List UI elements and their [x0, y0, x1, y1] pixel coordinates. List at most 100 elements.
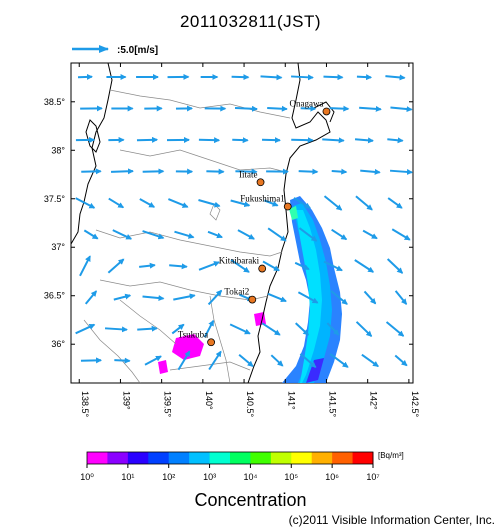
wind-arrow: [198, 137, 221, 144]
wind-arrow: [142, 295, 165, 302]
lat-tick-label: 38.5°: [44, 97, 66, 107]
wind-arrow: [262, 260, 280, 272]
colorbar-swatch: [148, 452, 170, 464]
wind-arrow: [270, 354, 284, 367]
colorbar-tick-label: 10⁷: [366, 472, 379, 482]
colorbar-swatch: [352, 452, 374, 464]
wind-arrow: [299, 353, 317, 368]
site-marker: [256, 178, 265, 187]
lon-tick-label: 140.5°: [245, 391, 255, 418]
site-label: Kitaibaraki: [219, 256, 260, 266]
site-label: Fukushima1: [240, 194, 285, 204]
colorbar-swatch: [209, 452, 231, 464]
colorbar-swatch: [250, 452, 272, 464]
wind-arrow: [293, 197, 311, 209]
colorbar-swatch: [311, 452, 333, 464]
wind-arrow: [326, 322, 340, 336]
prefecture-boundaries: [83, 89, 291, 383]
colorbar-unit: [Bq/m³]: [378, 451, 404, 460]
wind-arrow: [386, 258, 404, 274]
colorbar-swatch: [168, 452, 190, 464]
colorbar-tick-label: 10⁵: [284, 472, 298, 482]
wind-arrow: [363, 290, 377, 305]
colorbar-outline: [86, 451, 374, 465]
wind-arrow: [354, 259, 375, 273]
wind-arrow: [331, 168, 348, 175]
lon-tick-label: 142°: [369, 391, 379, 410]
wind-arrow: [298, 227, 318, 242]
wind-arrow: [173, 293, 196, 301]
wind-arrow: [79, 255, 91, 277]
wind-arrow: [385, 74, 406, 81]
lon-tick-label: 139°: [121, 391, 131, 410]
site-marker: [322, 107, 331, 116]
wind-arrow: [394, 354, 408, 367]
colorbar-tick-label: 10⁴: [243, 472, 257, 482]
wind-arrow: [168, 198, 189, 208]
wind-arrow: [81, 168, 102, 175]
wind-arrow: [136, 136, 159, 143]
wind-arrow: [207, 289, 223, 306]
site-marker: [258, 264, 267, 273]
wind-arrow: [235, 168, 258, 175]
wind-arrow: [230, 199, 251, 208]
colorbar-tick-label: 10³: [203, 472, 216, 482]
wind-arrow: [139, 198, 156, 208]
map-frame: [70, 62, 414, 384]
lon-tick-label: 140°: [204, 391, 214, 410]
wind-arrow: [206, 168, 225, 175]
concentration-plume: [158, 196, 342, 383]
wind-arrow: [114, 357, 131, 364]
lat-tick-label: 36°: [51, 339, 65, 349]
wind-arrow: [323, 195, 343, 211]
wind-arrow: [139, 262, 156, 269]
wind-arrow: [203, 319, 215, 338]
wind-arrow: [355, 195, 373, 211]
copyright: (c)2011 Visible Information Center, Inc.: [288, 513, 495, 527]
wind-arrow: [198, 261, 220, 271]
wind-arrow: [329, 105, 350, 112]
wind-arrow: [391, 228, 411, 241]
wind-arrow: [331, 228, 348, 241]
wind-arrow: [113, 293, 132, 301]
wind-arrow: [142, 230, 165, 240]
wind-arrow: [169, 263, 188, 270]
wind-arrow: [297, 291, 319, 304]
colorbar-swatch: [127, 452, 149, 464]
lon-tick-label: 141.5°: [327, 391, 337, 418]
wind-arrow: [387, 197, 403, 209]
wind-arrow: [104, 326, 128, 333]
colorbar-swatch: [87, 452, 108, 464]
wind-arrow: [144, 355, 162, 366]
wind-arrow: [295, 322, 310, 336]
wind-arrow: [394, 290, 408, 305]
latitude-axis: 38.5° 38° 37.5° 37° 36.5° 36°: [44, 97, 413, 349]
wind-arrow: [198, 199, 221, 208]
lon-tick-label: 139.5°: [163, 391, 173, 418]
wind-arrow: [385, 321, 405, 337]
colorbar-tick-label: 10⁶: [325, 472, 339, 482]
colorbar-swatch: [107, 452, 129, 464]
wind-arrow: [83, 229, 99, 240]
wind-arrow: [322, 137, 345, 144]
wind-arrow: [238, 353, 254, 368]
wind-arrow: [171, 323, 185, 335]
colorbar-tick-label: 10¹: [121, 472, 134, 482]
site-marker: [207, 338, 215, 347]
lon-tick-label: 138.5°: [80, 391, 90, 418]
wind-arrow: [323, 260, 343, 272]
wind-arrow: [355, 321, 373, 337]
site-label: Onagawa: [289, 98, 323, 108]
wind-arrow: [323, 74, 344, 81]
wind-arrow: [229, 323, 251, 335]
colorbar-tick-label: 10⁰: [80, 472, 94, 482]
wind-arrow: [207, 230, 223, 239]
wind-arrow: [298, 168, 319, 175]
lat-tick-label: 37.5°: [44, 194, 66, 204]
colorbar-tick-label: 10²: [162, 472, 175, 482]
site-label: Tokai2: [224, 287, 249, 297]
wind-arrow: [360, 168, 381, 175]
wind-arrow: [330, 290, 348, 305]
wind-arrow: [84, 290, 98, 305]
